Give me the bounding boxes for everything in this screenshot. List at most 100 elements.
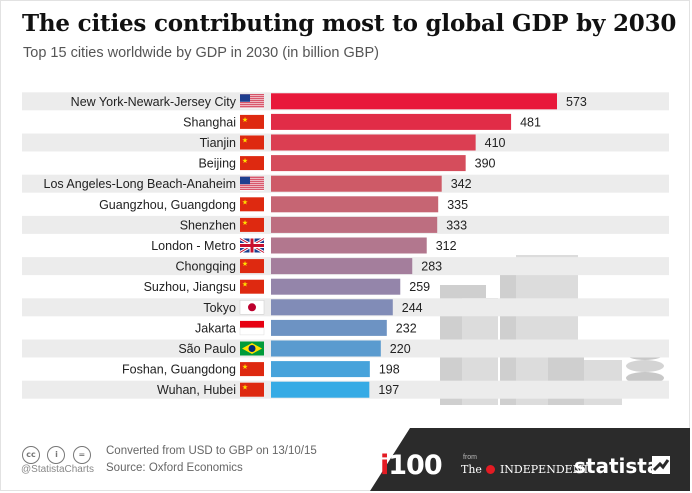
value-label: 198 [379, 363, 400, 377]
category-label: Tokyo [203, 301, 236, 315]
creative-commons-icons: cc i = [22, 444, 94, 464]
country-flag-icon [239, 300, 265, 315]
bar [271, 93, 557, 110]
bar-row: Tokyo 244 [22, 298, 669, 317]
social-handle: @StatistaCharts [21, 464, 94, 475]
bar-row: Guangzhou, Guangdong ★ 335 [99, 196, 468, 213]
statista-logo: statista [574, 454, 661, 478]
value-label: 335 [447, 198, 468, 212]
value-label: 481 [520, 115, 541, 129]
country-flag-icon: ★ [240, 135, 264, 150]
bar-row: Foshan, Guangdong ★ 198 [122, 361, 400, 378]
bar [271, 319, 387, 336]
bar [271, 237, 427, 254]
category-label: Wuhan, Hubei [157, 383, 236, 397]
bar [271, 134, 476, 151]
category-label: Foshan, Guangdong [122, 363, 236, 377]
partner-from-label: from [463, 454, 477, 461]
bar [271, 258, 413, 275]
bar [271, 361, 370, 378]
country-flag-icon: ★ [240, 382, 264, 397]
bar-row: Wuhan, Hubei ★ 197 [22, 380, 669, 399]
category-label: London - Metro [151, 239, 236, 253]
bar-row: Los Angeles-Long Beach-Anaheim 342 [22, 174, 669, 193]
country-flag-icon [239, 237, 265, 254]
category-label: Jakarta [195, 321, 236, 335]
statista-mark-icon [652, 456, 670, 474]
bar-row: Shanghai ★ 481 [183, 113, 541, 130]
bar [271, 216, 438, 233]
source-note: Source: Oxford Economics [106, 462, 243, 474]
category-label: Guangzhou, Guangdong [99, 198, 236, 212]
country-flag-icon [240, 94, 264, 109]
independent-logo: The INDEPENDENT [461, 463, 590, 476]
attribution-icon: i [47, 446, 66, 464]
svg-text:★: ★ [242, 137, 248, 145]
bar-row: Jakarta 232 [195, 319, 417, 336]
eagle-icon [486, 465, 496, 474]
value-label: 390 [475, 157, 496, 171]
bar [271, 155, 466, 172]
svg-text:★: ★ [242, 198, 248, 206]
bar [271, 340, 381, 357]
bar [271, 175, 442, 192]
bar-row: Chongqing ★ 283 [22, 257, 669, 276]
category-label: Beijing [198, 157, 236, 171]
value-label: 573 [566, 95, 587, 109]
value-label: 244 [402, 301, 423, 315]
bar-row: Beijing ★ 390 [198, 155, 496, 172]
category-label: Tianjin [200, 136, 236, 150]
no-derivatives-icon: = [72, 446, 91, 464]
value-label: 283 [421, 260, 442, 274]
value-label: 197 [378, 383, 399, 397]
country-flag-icon: ★ [240, 197, 264, 212]
category-label: Chongqing [176, 260, 237, 274]
value-label: 312 [436, 239, 457, 253]
country-flag-icon: ★ [240, 217, 264, 232]
category-label: Shenzhen [180, 218, 236, 232]
bar [271, 299, 393, 316]
partner-band [370, 428, 690, 491]
country-flag-icon: ★ [240, 279, 264, 294]
country-flag-icon [239, 320, 265, 336]
value-label: 342 [451, 177, 472, 191]
value-label: 410 [485, 136, 506, 150]
cc-icon: cc [22, 446, 40, 464]
value-label: 232 [396, 321, 417, 335]
i100-logo: i100 [380, 450, 443, 481]
category-label: New York-Newark-Jersey City [71, 95, 237, 109]
bar-chart: New York-Newark-Jersey City 573 Shanghai ★ 4… [22, 92, 669, 405]
svg-text:★: ★ [242, 157, 248, 165]
value-label: 333 [446, 218, 467, 232]
footer: cc i = @StatistaCharts Converted from US… [0, 428, 690, 491]
svg-text:★: ★ [242, 384, 248, 392]
svg-text:★: ★ [242, 281, 248, 289]
chart-title: The cities contributing most to global G… [22, 10, 677, 37]
bar-row: São Paulo 220 [22, 339, 669, 358]
bar-row: Tianjin ★ 410 [22, 133, 669, 152]
country-flag-icon: ★ [240, 114, 264, 129]
chart-subtitle: Top 15 cities worldwide by GDP in 2030 (… [23, 45, 379, 61]
country-flag-icon [240, 176, 264, 191]
category-label: Shanghai [183, 115, 236, 129]
svg-text:★: ★ [242, 116, 248, 124]
bar-row: New York-Newark-Jersey City 573 [22, 92, 669, 111]
svg-text:★: ★ [242, 363, 248, 371]
country-flag-icon: ★ [240, 362, 264, 377]
conversion-note: Converted from USD to GBP on 13/10/15 [106, 445, 317, 457]
country-flag-icon: ★ [240, 259, 264, 274]
bar [271, 113, 512, 130]
bar-row: Shenzhen ★ 333 [22, 215, 669, 234]
value-label: 220 [390, 342, 411, 356]
bar [271, 381, 370, 398]
bar [271, 278, 401, 295]
svg-text:★: ★ [242, 260, 248, 268]
category-label: Los Angeles-Long Beach-Anaheim [44, 177, 237, 191]
bar [271, 196, 439, 213]
value-label: 259 [409, 280, 430, 294]
bar-row: London - Metro 312 [151, 237, 457, 254]
category-label: São Paulo [178, 342, 236, 356]
country-flag-icon [240, 341, 264, 356]
svg-text:★: ★ [242, 219, 248, 227]
